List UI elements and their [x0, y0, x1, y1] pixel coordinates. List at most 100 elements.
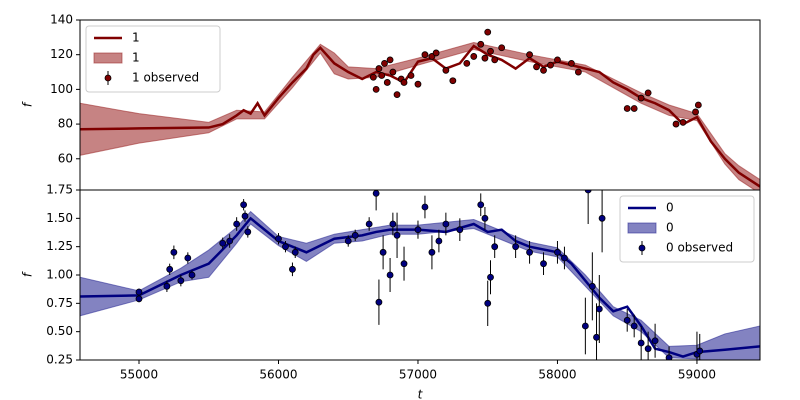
y-axis-label: f [21, 271, 35, 277]
y-tick-label: 1.00 [46, 268, 73, 282]
observed-point [219, 239, 227, 247]
observed-point [442, 220, 450, 228]
observed-point [554, 248, 561, 256]
legend-box [85, 25, 221, 93]
observed-point [463, 59, 471, 67]
observed-point [282, 243, 289, 251]
y-tick-label: 80 [58, 117, 73, 131]
legend-label: 1 [132, 51, 140, 65]
observed-point [665, 354, 673, 360]
observed-point [381, 59, 388, 67]
confidence-band [80, 42, 760, 190]
observed-point [275, 235, 282, 243]
observed-point [595, 305, 603, 313]
legend-label: 1 [132, 31, 140, 45]
y-tick-label: 1.75 [46, 183, 73, 197]
observed-point [561, 254, 568, 262]
observed-point [135, 288, 143, 296]
observed-point [372, 85, 380, 93]
observed-point [184, 254, 192, 262]
y-tick-label: 120 [50, 47, 73, 61]
observed-point [623, 316, 631, 324]
y-tick-label: 1.25 [46, 239, 73, 253]
observed-point [393, 91, 401, 98]
observed-point [226, 237, 234, 245]
legend-patch [627, 222, 657, 234]
model-line [80, 216, 760, 358]
y-tick-label: 60 [58, 151, 73, 165]
y-tick-label: 0.75 [46, 296, 73, 310]
observed-point [383, 79, 391, 86]
observed-point [372, 190, 380, 197]
y-tick-label: 1.50 [46, 211, 73, 225]
observed-point [644, 89, 652, 97]
legend-box [619, 195, 755, 263]
observed-point [477, 201, 485, 209]
observed-point [491, 243, 499, 251]
observed-point [375, 298, 383, 306]
observed-point [487, 273, 494, 281]
observed-point [291, 248, 299, 256]
legend-label: 0 [666, 221, 674, 235]
observed-point [375, 65, 383, 72]
y-axis-label: f [21, 101, 35, 107]
observed-point [581, 322, 589, 330]
observed-point [487, 47, 494, 55]
x-axis-label: t [418, 388, 424, 400]
observed-point [588, 282, 596, 290]
observed-point [456, 226, 464, 234]
legend-label: 0 observed [666, 241, 733, 255]
observed-point [554, 56, 561, 64]
legend: 0 0 0 observed [619, 195, 755, 263]
observed-point [379, 248, 387, 256]
observed-point [421, 51, 429, 59]
observed-point [484, 28, 492, 36]
y-tick-label: 0.50 [46, 324, 73, 338]
observed-point [365, 220, 373, 228]
plot-area [80, 28, 760, 190]
observed-point [568, 59, 575, 67]
observed-point [414, 80, 422, 88]
y-tick-label: 0.25 [46, 353, 73, 367]
observed-point [389, 220, 397, 228]
observed-point [177, 277, 185, 285]
observed-point [598, 214, 606, 222]
observed-point [344, 237, 352, 245]
observed-point [188, 271, 196, 279]
observed-point [407, 72, 415, 79]
observed-point [526, 51, 533, 59]
observed-point [428, 248, 436, 256]
observed-point [623, 105, 631, 112]
observed-point [481, 54, 489, 62]
observed-point [692, 108, 699, 116]
observed-point [393, 231, 401, 239]
observed-point [637, 94, 645, 102]
observed-point [630, 105, 638, 112]
observed-point [233, 220, 241, 228]
x-tick-label: 59000 [678, 368, 716, 382]
plot-area [80, 190, 760, 360]
observed-point [289, 265, 296, 273]
observed-point [435, 237, 443, 245]
observed-point [498, 44, 506, 52]
observed-point [533, 63, 540, 71]
observed-point [241, 212, 249, 220]
observed-point [477, 40, 485, 48]
y-tick-label: 100 [50, 82, 73, 96]
observed-point [526, 248, 533, 256]
observed-point [574, 68, 582, 76]
confidence-band [80, 210, 760, 360]
observed-point [400, 260, 408, 268]
observed-point [166, 265, 174, 273]
legend-marker [638, 244, 646, 252]
observed-point [593, 333, 600, 341]
observed-point [449, 77, 457, 85]
observed-point [386, 56, 394, 64]
observed-point [421, 203, 429, 211]
observed-point [432, 49, 440, 57]
observed-point [442, 66, 450, 74]
observed-point [679, 118, 687, 126]
observed-point [644, 345, 652, 353]
observed-point [540, 66, 547, 74]
